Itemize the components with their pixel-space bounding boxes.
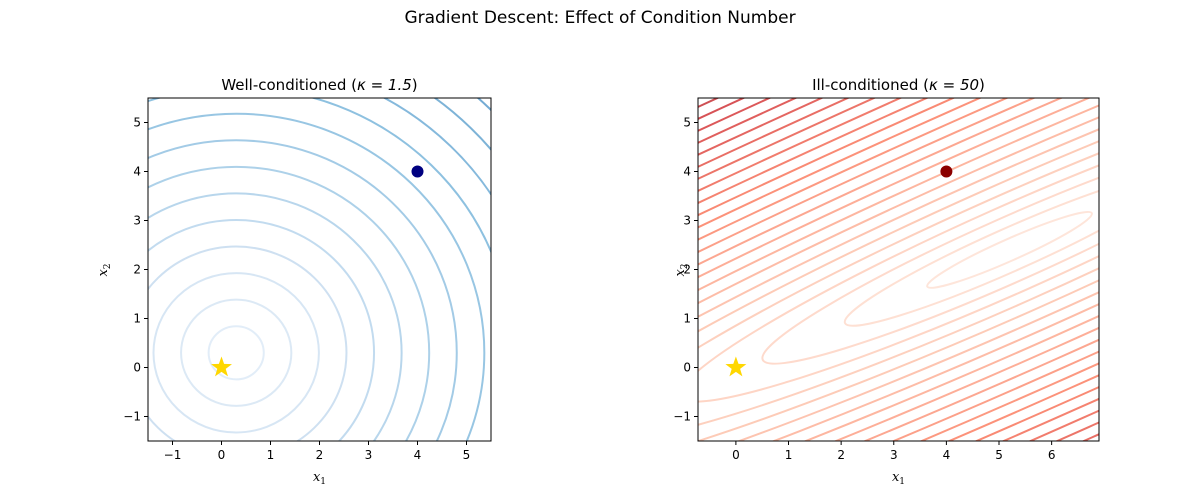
y-tick-label: 0	[133, 361, 141, 375]
x-tick-label: 3	[890, 448, 898, 462]
right-ticks: 0 1 2 3 4 5 6 −1 0 1 2 3 4 5	[673, 116, 1055, 463]
y-tick-label: 2	[683, 263, 691, 277]
y-tick-label: 0	[683, 361, 691, 375]
contour-line	[148, 245, 348, 441]
start-point-marker	[411, 165, 424, 178]
x-tick-label: 5	[463, 448, 471, 462]
left-x-axis-label: x1	[313, 470, 326, 487]
left-contour-lines	[0, 0, 788, 500]
contour-line	[180, 298, 293, 407]
contour-line	[698, 98, 1099, 441]
left-y-axis-label: x2	[96, 263, 113, 276]
right-x-axis-label: x1	[892, 470, 905, 487]
contour-line	[148, 165, 431, 441]
x-tick-label: 2	[316, 448, 324, 462]
right-y-axis-label: x2	[673, 263, 690, 276]
contour-line	[0, 0, 622, 500]
x-tick-label: 1	[267, 448, 275, 462]
contour-line	[698, 98, 1099, 441]
optimum-star-icon	[211, 356, 232, 377]
contour-line	[0, 0, 677, 500]
x-tick-label: 2	[837, 448, 845, 462]
figure-title: Gradient Descent: Effect of Condition Nu…	[404, 8, 796, 28]
markers	[211, 165, 953, 377]
y-tick-label: 5	[133, 116, 141, 130]
contour-line	[152, 272, 320, 434]
right-plot-title: Ill-conditioned (κ = 50)	[812, 76, 985, 94]
contour-line	[148, 98, 491, 255]
contour-line	[698, 98, 1099, 403]
contour-line	[926, 210, 1093, 289]
contour-line	[698, 98, 1099, 441]
contour-line	[148, 192, 403, 441]
contour-line	[843, 173, 1099, 327]
left-plot-title: Well-conditioned (κ = 1.5)	[221, 76, 417, 94]
x-tick-label: 4	[943, 448, 951, 462]
contour-line	[148, 139, 458, 441]
x-tick-label: −1	[164, 448, 182, 462]
contour-line	[761, 135, 1099, 365]
y-tick-label: 3	[683, 214, 691, 228]
x-tick-label: 0	[218, 448, 226, 462]
y-tick-label: 4	[133, 165, 141, 179]
contour-line	[148, 219, 376, 441]
y-tick-label: 5	[683, 116, 691, 130]
contour-line	[698, 98, 1099, 441]
x-tick-label: 0	[732, 448, 740, 462]
y-tick-label: 1	[133, 312, 141, 326]
contour-line	[0, 0, 760, 500]
optimum-star-icon	[725, 356, 747, 377]
x-tick-label: 3	[365, 448, 373, 462]
contour-line	[698, 98, 1099, 441]
contour-line	[0, 0, 788, 500]
start-point-marker	[940, 165, 953, 178]
contour-line	[148, 112, 486, 441]
contour-line	[0, 0, 732, 500]
y-tick-label: 2	[133, 263, 141, 277]
y-tick-label: 1	[683, 312, 691, 326]
left-plot: −1 0 1 2 3 4 5 −1 0 1 2 3 4 5 Well-conditioned (κ = 1…	[0, 0, 788, 500]
x-tick-label: 1	[785, 448, 793, 462]
contour-line	[698, 98, 1099, 441]
left-ticks: −1 0 1 2 3 4 5 −1 0 1 2 3 4 5	[123, 116, 470, 463]
y-tick-label: −1	[123, 410, 141, 424]
x-tick-label: 4	[414, 448, 422, 462]
contour-line	[433, 98, 491, 152]
y-tick-label: 3	[133, 214, 141, 228]
y-tick-label: 4	[683, 165, 691, 179]
contour-line	[698, 98, 1099, 441]
contour-line	[207, 325, 265, 381]
y-tick-label: −1	[673, 410, 691, 424]
x-tick-label: 6	[1048, 448, 1056, 462]
x-tick-label: 5	[995, 448, 1003, 462]
